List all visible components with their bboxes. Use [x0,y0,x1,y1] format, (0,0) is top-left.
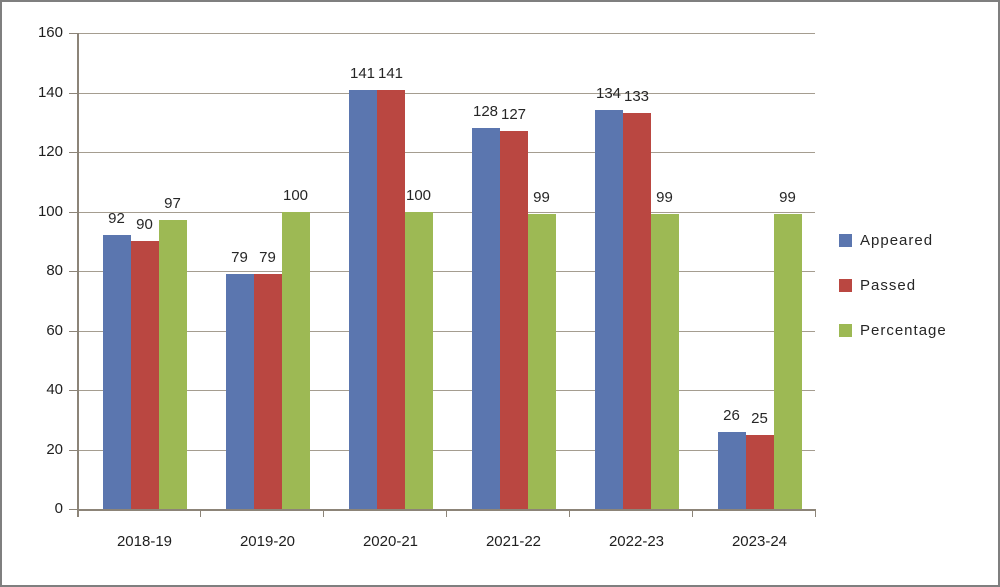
bar-passed-2021-22 [499,131,528,509]
gridline-160 [77,33,815,34]
x-axis-label-2019-20: 2019-20 [239,533,296,550]
gridline-80 [77,271,815,272]
x-axis-label-2020-21: 2020-21 [362,533,419,550]
y-axis-label: 80 [46,262,63,279]
y-axis-label: 40 [46,381,63,398]
y-axis-label: 120 [37,143,63,160]
legend-swatch-icon [839,324,852,337]
x-axis-label-2021-22: 2021-22 [485,533,542,550]
legend-item-passed: Passed [839,277,947,294]
data-label-percentage-2022-23: 99 [656,189,673,207]
data-label-passed-2019-20: 79 [259,248,276,266]
x-axis-tick-2 [323,509,324,517]
y-axis-label: 20 [46,440,63,458]
data-label-passed-2018-19: 90 [136,216,153,234]
data-label-passed-2023-24: 25 [751,409,768,427]
gridline-60 [77,330,815,332]
bar-passed-2018-19 [130,241,159,509]
data-label-percentage-2021-22: 99 [533,189,550,207]
data-label-passed-2022-23: 133 [623,88,650,106]
gridline-20 [77,449,815,451]
bar-passed-2020-21 [376,89,405,509]
y-axis-label: 160 [37,24,63,41]
legend-item-percentage: Percentage [839,322,947,339]
y-axis-tick-120 [69,152,77,153]
data-label-appeared-2019-20: 79 [231,248,248,266]
legend-label: Appeared [860,232,934,249]
gridline-40 [77,390,815,391]
data-label-appeared-2021-22: 128 [472,103,499,121]
y-axis-tick-40 [69,390,77,391]
x-axis-tick-1 [200,509,201,517]
data-label-appeared-2023-24: 26 [723,406,740,424]
bar-passed-2022-23 [622,113,651,509]
legend-item-appeared: Appeared [839,232,947,249]
bar-appeared-2021-22 [471,128,500,509]
x-axis-label-2023-24: 2023-24 [731,533,788,550]
y-axis-tick-0 [69,509,77,510]
bar-appeared-2023-24 [717,431,746,509]
x-axis-tick-0 [77,509,78,517]
y-axis-tick-60 [69,330,77,332]
legend-label: Passed [860,277,917,294]
x-axis-tick-5 [692,509,693,517]
y-axis-label: 140 [37,83,63,101]
y-axis-tick-160 [69,33,77,34]
data-label-percentage-2019-20: 100 [282,186,309,204]
x-axis-label-2022-23: 2022-23 [608,533,665,550]
data-label-percentage-2023-24: 99 [779,189,796,207]
legend-swatch-icon [839,234,852,247]
bar-percentage-2018-19 [158,220,187,509]
gridline-140 [77,92,815,94]
gridline-100 [77,211,815,213]
y-axis-tick-20 [69,449,77,451]
y-axis-line [77,33,79,517]
bar-percentage-2019-20 [281,211,310,509]
data-label-percentage-2020-21: 100 [405,186,432,204]
y-axis-label: 100 [37,202,63,220]
x-axis-label-2018-19: 2018-19 [116,533,173,550]
bar-percentage-2021-22 [527,214,556,509]
y-axis-tick-100 [69,211,77,213]
y-axis-label: 60 [46,321,63,339]
data-label-percentage-2018-19: 97 [164,195,181,213]
x-axis-tick-3 [446,509,447,517]
y-axis-label: 0 [54,500,63,517]
legend: Appeared Passed Percentage [839,232,947,339]
data-label-passed-2021-22: 127 [500,106,527,124]
data-label-appeared-2020-21: 141 [349,64,376,82]
bar-percentage-2022-23 [650,214,679,509]
y-axis-tick-80 [69,271,77,272]
y-axis-tick-140 [69,92,77,94]
bar-appeared-2020-21 [348,89,377,509]
gridline-120 [77,152,815,153]
data-label-appeared-2018-19: 92 [108,210,125,228]
x-axis-tick-6 [815,509,816,517]
data-label-appeared-2022-23: 134 [595,85,622,103]
x-axis-tick-4 [569,509,570,517]
bar-appeared-2018-19 [102,235,131,509]
legend-swatch-icon [839,279,852,292]
bar-passed-2019-20 [253,273,282,509]
bar-passed-2023-24 [745,434,774,509]
bar-percentage-2020-21 [404,211,433,509]
bar-percentage-2023-24 [773,214,802,509]
bar-appeared-2019-20 [225,273,254,509]
legend-label: Percentage [860,322,947,339]
bar-appeared-2022-23 [594,110,623,509]
data-label-passed-2020-21: 141 [377,64,404,82]
